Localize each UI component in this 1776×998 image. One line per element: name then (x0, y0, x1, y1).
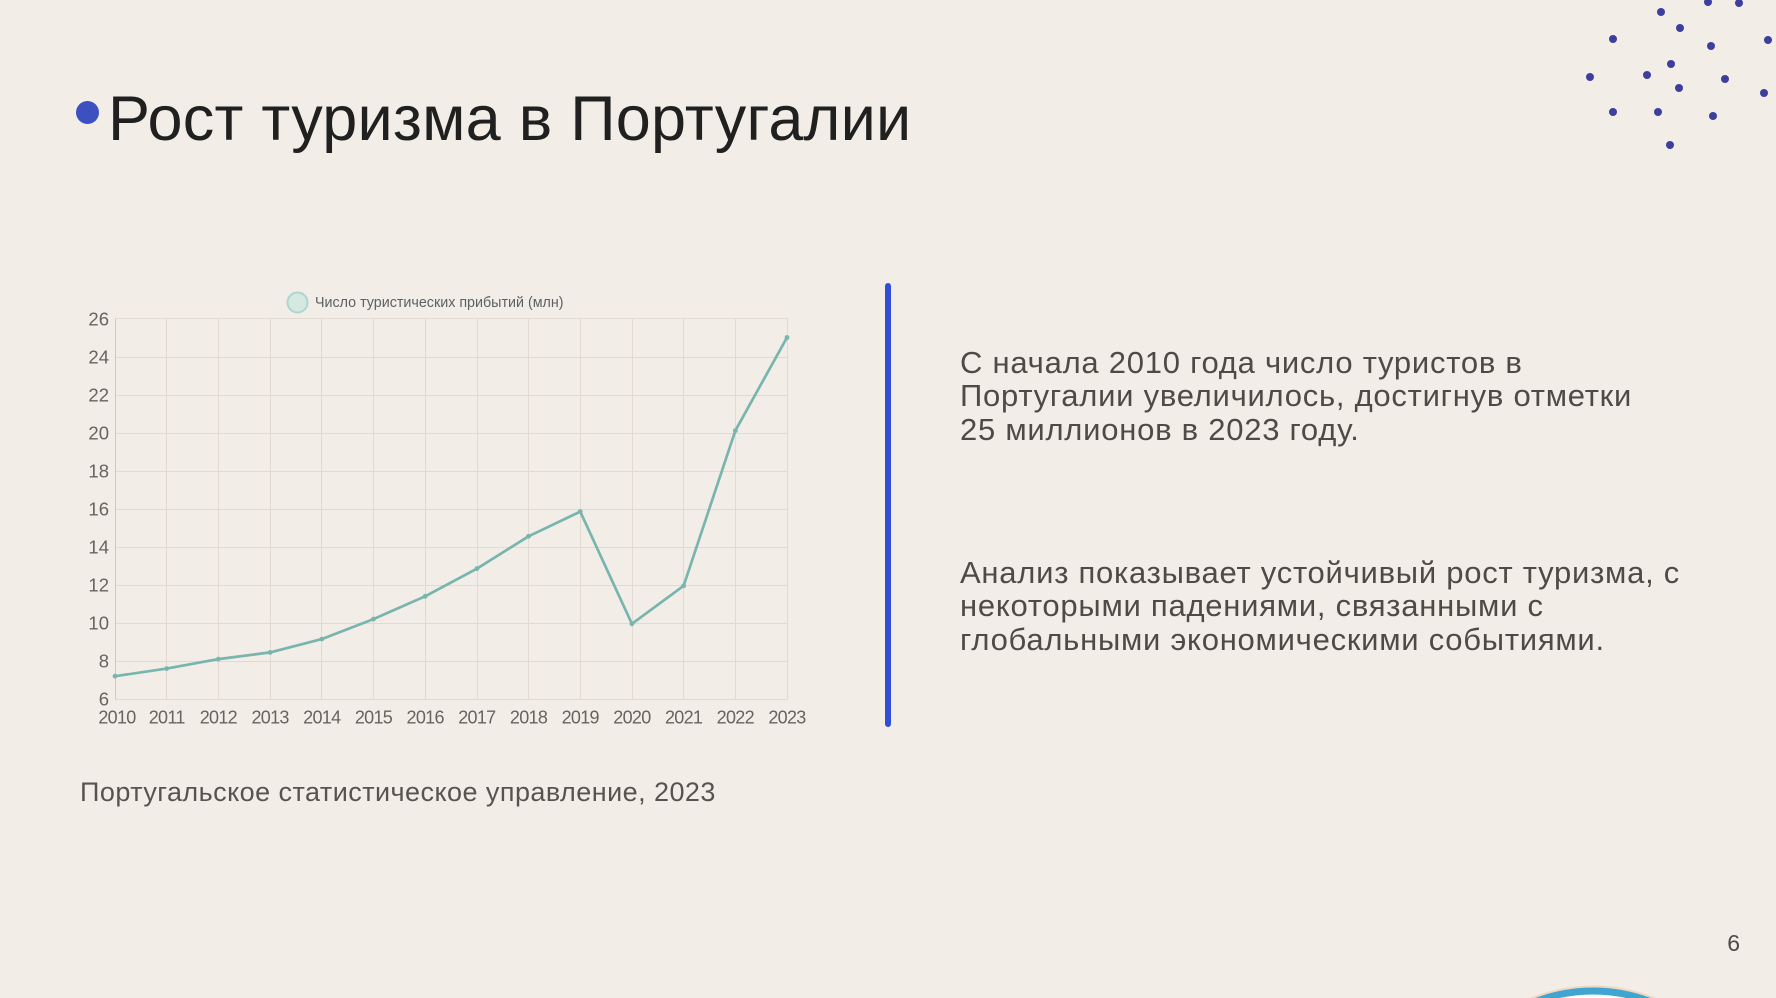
svg-text:2014: 2014 (303, 708, 341, 728)
svg-text:2011: 2011 (149, 708, 186, 728)
svg-text:26: 26 (88, 308, 109, 329)
svg-text:10: 10 (88, 613, 109, 634)
svg-text:8: 8 (99, 651, 109, 672)
svg-text:2022: 2022 (717, 708, 755, 728)
svg-text:20: 20 (88, 422, 109, 443)
svg-text:14: 14 (88, 537, 109, 558)
svg-text:18: 18 (88, 461, 109, 482)
svg-text:12: 12 (88, 575, 109, 596)
svg-text:2019: 2019 (562, 708, 600, 728)
svg-text:24: 24 (88, 346, 109, 367)
svg-text:2016: 2016 (407, 708, 445, 728)
svg-text:2020: 2020 (613, 708, 651, 728)
svg-text:Число туристических прибытий (: Число туристических прибытий (млн) (315, 295, 564, 311)
svg-text:22: 22 (88, 384, 109, 405)
svg-text:6: 6 (99, 689, 109, 710)
svg-text:2013: 2013 (251, 708, 289, 728)
svg-text:2023: 2023 (768, 708, 806, 728)
svg-text:2018: 2018 (510, 708, 548, 728)
svg-text:2021: 2021 (665, 708, 703, 728)
svg-text:2017: 2017 (458, 708, 496, 728)
svg-text:2015: 2015 (355, 708, 393, 728)
svg-text:2010: 2010 (98, 708, 136, 728)
svg-text:2012: 2012 (200, 708, 238, 728)
svg-text:16: 16 (88, 499, 109, 520)
